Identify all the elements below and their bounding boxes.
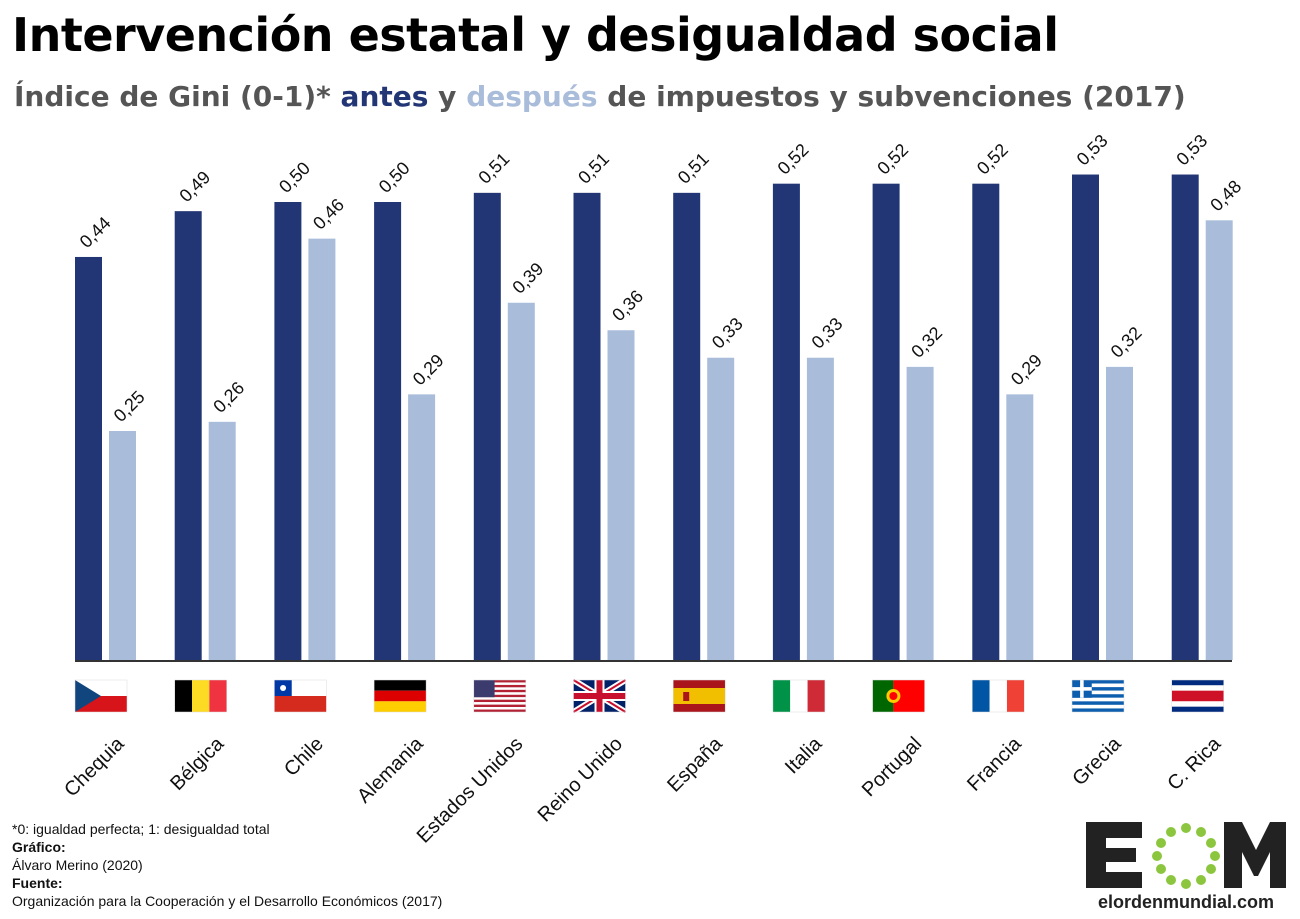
bar-despues xyxy=(707,357,735,660)
eom-logo-icon xyxy=(1086,822,1286,889)
bar-antes xyxy=(673,192,701,660)
flag-portugal-icon xyxy=(872,679,925,713)
bar-antes xyxy=(872,183,900,660)
flag-uk-icon xyxy=(571,677,628,715)
bar-antes xyxy=(174,211,202,660)
bar-antes xyxy=(1072,174,1099,660)
legend-despues: después xyxy=(466,80,598,113)
data-label: 0,52 xyxy=(873,140,912,179)
category-label: Reino Unido xyxy=(534,733,627,826)
flag-czech-icon xyxy=(74,679,128,713)
category-label: Chile xyxy=(280,733,328,781)
data-label: 0,44 xyxy=(76,213,115,252)
data-label: 0,49 xyxy=(175,167,214,206)
bar-antes xyxy=(772,183,800,660)
footnote-grafico-label: Gráfico: xyxy=(12,839,66,855)
bar-despues xyxy=(806,357,834,660)
bar-despues xyxy=(1205,220,1233,660)
data-label: 0,51 xyxy=(574,149,613,188)
bar-antes xyxy=(1171,174,1199,660)
data-label: 0,33 xyxy=(808,314,847,353)
bar-antes xyxy=(274,202,302,660)
chart-title: Intervención estatal y desigualdad socia… xyxy=(12,8,1059,62)
data-label: 0,36 xyxy=(608,286,647,325)
data-label: 0,29 xyxy=(1007,350,1046,389)
flag-belgium-icon xyxy=(174,679,227,713)
bar-despues xyxy=(1006,394,1034,660)
bar-despues xyxy=(109,431,136,660)
bar-despues xyxy=(408,394,436,660)
data-label: 0,53 xyxy=(1073,130,1112,169)
subtitle-prefix: Índice de Gini (0-1)* xyxy=(14,80,331,113)
category-label: España xyxy=(663,732,727,796)
flag-usa-icon xyxy=(473,679,527,713)
data-label: 0,53 xyxy=(1172,130,1211,169)
footnote-fuente-label: Fuente: xyxy=(12,875,63,891)
bar-antes xyxy=(573,192,601,660)
category-label: Alemania xyxy=(353,732,428,807)
data-label: 0,29 xyxy=(409,350,448,389)
data-label: 0,25 xyxy=(110,387,149,426)
category-label: Grecia xyxy=(1068,732,1126,790)
category-label: Portugal xyxy=(858,733,926,801)
footnote: *0: igualdad perfecta; 1: desigualdad to… xyxy=(12,820,442,910)
brand-logo: elordenmundial.com xyxy=(1082,818,1290,914)
data-label: 0,50 xyxy=(375,158,414,197)
data-label: 0,46 xyxy=(309,195,348,234)
category-label: Italia xyxy=(781,732,827,778)
chart-subtitle: Índice de Gini (0-1)* antes y después de… xyxy=(14,80,1186,113)
logo-url: elordenmundial.com xyxy=(1097,892,1275,912)
data-label: 0,39 xyxy=(508,259,547,298)
flag-spain-icon xyxy=(672,679,726,713)
bar-antes xyxy=(75,256,102,660)
category-label: Chequia xyxy=(60,732,129,801)
data-label: 0,33 xyxy=(708,314,747,353)
category-label: Bélgica xyxy=(166,732,229,795)
bar-despues xyxy=(208,421,236,660)
bar-despues xyxy=(607,330,635,660)
data-label: 0,50 xyxy=(275,158,314,197)
bar-antes xyxy=(473,192,501,660)
bar-despues xyxy=(308,238,336,660)
subtitle-suffix: de impuestos y subvenciones (2017) xyxy=(607,80,1186,113)
flag-france-icon xyxy=(972,679,1025,713)
legend-antes: antes xyxy=(340,80,429,113)
flag-italy-icon xyxy=(772,679,826,713)
data-label: 0,52 xyxy=(973,140,1012,179)
flag-germany-icon xyxy=(373,679,427,713)
bar-antes xyxy=(374,202,402,660)
data-label: 0,32 xyxy=(1107,323,1146,362)
flag-costa-rica-icon xyxy=(1171,679,1224,713)
footnote-fuente-value: Organización para la Cooperación y el De… xyxy=(12,893,443,909)
data-label: 0,52 xyxy=(774,140,813,179)
subtitle-y: y xyxy=(438,80,457,113)
category-label: C. Rica xyxy=(1163,732,1226,795)
data-label: 0,51 xyxy=(674,149,713,188)
bar-despues xyxy=(1106,366,1133,660)
footnote-grafico-value: Álvaro Merino (2020) xyxy=(12,857,143,873)
data-label: 0,51 xyxy=(474,149,513,188)
flag-chile-icon xyxy=(274,679,327,713)
category-label: Francia xyxy=(963,732,1026,795)
bar-despues xyxy=(906,366,934,660)
data-label: 0,48 xyxy=(1206,176,1245,215)
data-label: 0,26 xyxy=(209,378,248,417)
bar-antes xyxy=(972,183,1000,660)
bar-despues xyxy=(507,302,535,660)
data-label: 0,32 xyxy=(907,323,946,362)
flag-greece-icon xyxy=(1071,679,1125,713)
footnote-note: *0: igualdad perfecta; 1: desigualdad to… xyxy=(12,821,270,837)
